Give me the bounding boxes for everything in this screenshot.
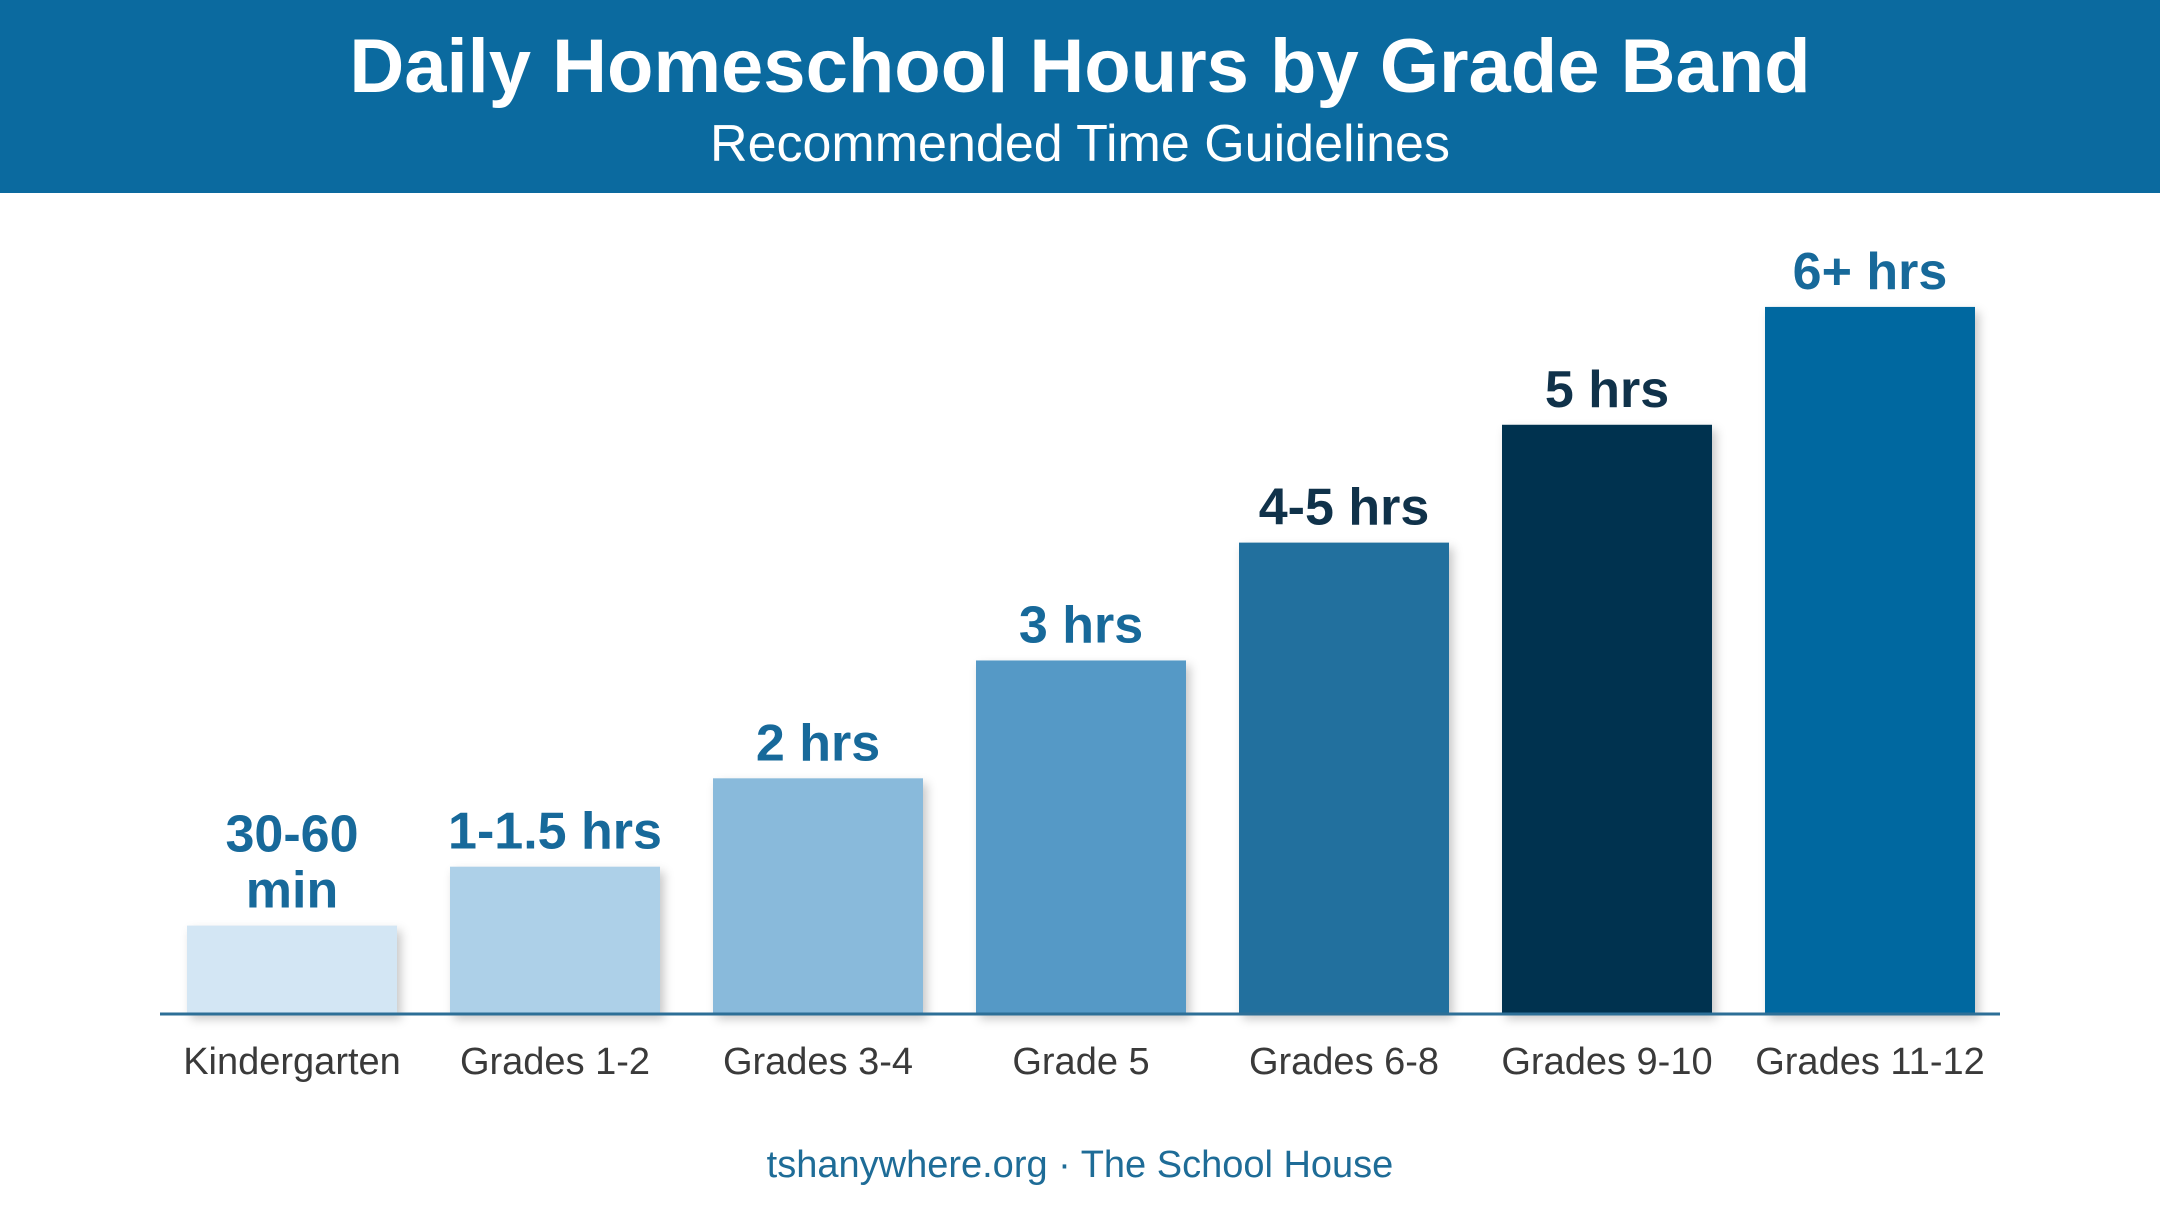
bar-grades-3-4 — [713, 778, 923, 1014]
data-label-line: 3 hrs — [1019, 596, 1143, 654]
source-credit: tshanywhere.org · The School House — [766, 1144, 1394, 1186]
x-tick-label-kindergarten: Kindergarten — [183, 1041, 401, 1083]
chart-header: Daily Homeschool Hours by Grade Band Rec… — [0, 0, 2160, 193]
data-label-kindergarten: 30-60 min — [226, 806, 359, 920]
bar-grades-11-12 — [1765, 306, 1975, 1014]
bar-grades-1-2 — [450, 866, 660, 1014]
data-label-grades-9-10: 5 hrs — [1545, 361, 1669, 419]
x-tick-label-grades-1-2: Grades 1-2 — [460, 1041, 650, 1083]
data-label-line: 5 hrs — [1545, 361, 1669, 419]
x-tick-label-grades-6-8: Grades 6-8 — [1249, 1041, 1439, 1083]
data-label-grades-3-4: 2 hrs — [756, 714, 880, 772]
data-label-grade-5: 3 hrs — [1019, 596, 1143, 654]
data-label-line: 30-60 — [226, 806, 359, 864]
data-label-line: 2 hrs — [756, 714, 880, 772]
data-label-line: 6+ hrs — [1793, 243, 1948, 301]
x-tick-label-grades-11-12: Grades 11-12 — [1755, 1041, 1985, 1083]
data-label-line: min — [246, 862, 338, 920]
bar-kindergarten — [187, 925, 397, 1014]
data-label-grades-1-2: 1-1.5 hrs — [448, 803, 662, 861]
chart-title: Daily Homeschool Hours by Grade Band — [349, 24, 1811, 109]
bar-grades-6-8 — [1239, 542, 1449, 1014]
x-tick-label-grades-9-10: Grades 9-10 — [1501, 1041, 1712, 1083]
data-label-grades-6-8: 4-5 hrs — [1259, 479, 1430, 537]
data-label-grades-11-12: 6+ hrs — [1793, 243, 1948, 301]
bar-grades-9-10 — [1502, 424, 1712, 1014]
x-tick-label-grade-5: Grade 5 — [1012, 1041, 1149, 1083]
x-tick-label-grades-3-4: Grades 3-4 — [723, 1041, 913, 1083]
bar-grade-5 — [976, 660, 1186, 1014]
chart-subtitle: Recommended Time Guidelines — [710, 115, 1450, 173]
data-label-line: 4-5 hrs — [1259, 479, 1430, 537]
bar-chart: 30-60 min 1-1.5 hrs 2 hrs 3 hrs 4-5 hrs 5 hrs 6… — [160, 243, 2000, 1083]
data-label-line: 1-1.5 hrs — [448, 803, 662, 861]
